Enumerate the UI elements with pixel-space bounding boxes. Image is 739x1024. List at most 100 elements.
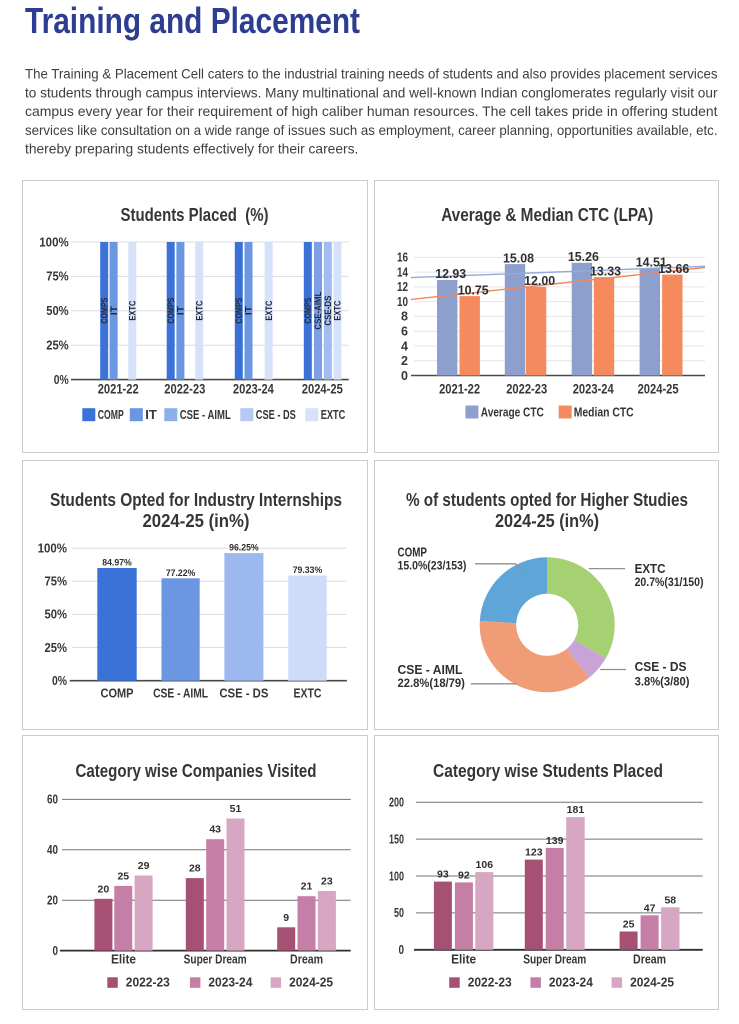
svg-text:106: 106 bbox=[476, 859, 494, 871]
svg-text:13.33: 13.33 bbox=[590, 264, 621, 278]
svg-text:0: 0 bbox=[53, 944, 59, 958]
svg-text:to students through campus int: to students through campus interviews. M… bbox=[25, 85, 718, 100]
svg-text:51: 51 bbox=[230, 803, 242, 815]
svg-text:10.75: 10.75 bbox=[458, 283, 489, 297]
svg-text:EXTC: EXTC bbox=[333, 300, 344, 320]
svg-text:Dream: Dream bbox=[290, 953, 323, 967]
svg-text:14: 14 bbox=[397, 265, 408, 279]
svg-text:12.00: 12.00 bbox=[524, 274, 555, 288]
svg-text:Students Opted for Industry In: Students Opted for Industry Internships bbox=[50, 489, 342, 510]
svg-text:58: 58 bbox=[664, 894, 676, 906]
svg-text:Elite: Elite bbox=[451, 953, 476, 967]
svg-text:75%: 75% bbox=[45, 575, 68, 589]
svg-text:3.8%(3/80): 3.8%(3/80) bbox=[635, 675, 690, 689]
svg-text:2024-25 (in%): 2024-25 (in%) bbox=[495, 510, 599, 531]
svg-text:% of students opted for Higher: % of students opted for Higher Studies bbox=[406, 489, 688, 510]
svg-text:14.51: 14.51 bbox=[636, 256, 667, 270]
svg-text:25%: 25% bbox=[46, 339, 69, 353]
svg-text:100: 100 bbox=[389, 869, 404, 883]
svg-text:services like consultation on: services like consultation on a wide ran… bbox=[25, 123, 718, 138]
svg-text:IT: IT bbox=[145, 407, 157, 422]
svg-text:8: 8 bbox=[401, 310, 408, 324]
svg-text:EXTC: EXTC bbox=[635, 561, 666, 576]
svg-text:6: 6 bbox=[401, 324, 408, 338]
svg-text:CSE - DS: CSE - DS bbox=[219, 686, 268, 701]
svg-text:CSE - AIML: CSE - AIML bbox=[153, 686, 208, 701]
svg-text:200: 200 bbox=[389, 796, 404, 810]
svg-text:CSE - DS: CSE - DS bbox=[256, 407, 296, 422]
svg-text:23: 23 bbox=[321, 876, 333, 888]
svg-text:25%: 25% bbox=[45, 641, 68, 655]
svg-text:Average & Median CTC (LPA): Average & Median CTC (LPA) bbox=[441, 204, 653, 225]
svg-text:EXTC: EXTC bbox=[128, 300, 139, 320]
svg-text:150: 150 bbox=[389, 832, 404, 846]
svg-text:0: 0 bbox=[401, 369, 408, 383]
svg-text:CSE - DS: CSE - DS bbox=[635, 659, 687, 674]
svg-text:50%: 50% bbox=[45, 608, 68, 622]
svg-text:Elite: Elite bbox=[111, 953, 136, 967]
svg-text:Students Placed (%): Students Placed (%) bbox=[121, 204, 269, 225]
svg-text:2024-25: 2024-25 bbox=[302, 382, 343, 397]
svg-text:43: 43 bbox=[209, 824, 221, 836]
svg-text:29: 29 bbox=[138, 860, 150, 872]
svg-text:2: 2 bbox=[401, 354, 408, 368]
svg-text:50: 50 bbox=[394, 906, 404, 920]
svg-text:IT: IT bbox=[244, 306, 255, 315]
svg-text:75%: 75% bbox=[46, 270, 69, 284]
svg-text:22.8%(18/79): 22.8%(18/79) bbox=[398, 676, 465, 690]
svg-text:2022-23: 2022-23 bbox=[468, 975, 512, 990]
svg-text:EXTC: EXTC bbox=[321, 407, 346, 422]
svg-text:139: 139 bbox=[546, 835, 564, 847]
svg-text:20.7%(31/150): 20.7%(31/150) bbox=[635, 575, 704, 589]
svg-text:IT: IT bbox=[109, 306, 120, 315]
svg-text:181: 181 bbox=[567, 804, 585, 816]
svg-text:100%: 100% bbox=[38, 541, 67, 555]
svg-text:Median CTC: Median CTC bbox=[574, 404, 634, 419]
svg-text:CSE - AIML: CSE - AIML bbox=[180, 407, 231, 422]
svg-text:2023-24: 2023-24 bbox=[233, 382, 274, 397]
svg-text:thereby preparing students eff: thereby preparing students effectively f… bbox=[25, 142, 358, 157]
svg-text:Category wise Students Placed: Category wise Students Placed bbox=[433, 760, 663, 781]
svg-text:COMPS: COMPS bbox=[166, 298, 177, 324]
svg-text:92: 92 bbox=[458, 869, 470, 881]
svg-text:96.25%: 96.25% bbox=[229, 543, 259, 554]
svg-text:COMPS: COMPS bbox=[99, 298, 110, 324]
svg-text:21: 21 bbox=[301, 881, 313, 893]
svg-text:10: 10 bbox=[397, 295, 408, 309]
svg-text:IT: IT bbox=[176, 306, 187, 315]
svg-text:28: 28 bbox=[189, 863, 201, 875]
svg-text:2022-23: 2022-23 bbox=[126, 975, 170, 990]
svg-text:12: 12 bbox=[397, 280, 408, 294]
svg-text:COMPS: COMPS bbox=[303, 298, 314, 324]
svg-text:123: 123 bbox=[525, 847, 543, 859]
svg-text:15.0%(23/153): 15.0%(23/153) bbox=[398, 559, 467, 573]
svg-text:25: 25 bbox=[117, 870, 129, 882]
svg-text:20: 20 bbox=[98, 883, 110, 895]
svg-text:77.22%: 77.22% bbox=[166, 568, 196, 579]
svg-text:The Training & Placement Cell: The Training & Placement Cell caters to … bbox=[25, 67, 718, 82]
svg-text:84.97%: 84.97% bbox=[102, 558, 132, 569]
svg-text:50%: 50% bbox=[46, 304, 69, 318]
svg-text:2024-25 (in%): 2024-25 (in%) bbox=[143, 510, 250, 531]
svg-text:0%: 0% bbox=[52, 674, 67, 688]
svg-text:CSE-AIML: CSE-AIML bbox=[313, 291, 324, 329]
svg-text:Average CTC: Average CTC bbox=[481, 404, 544, 419]
svg-text:EXTC: EXTC bbox=[264, 300, 275, 320]
svg-text:9: 9 bbox=[283, 912, 289, 924]
svg-text:15.26: 15.26 bbox=[568, 250, 599, 264]
svg-text:2023-24: 2023-24 bbox=[208, 975, 253, 990]
svg-text:2024-25: 2024-25 bbox=[289, 975, 333, 990]
svg-text:60: 60 bbox=[47, 793, 58, 807]
svg-text:16: 16 bbox=[397, 251, 408, 265]
svg-text:campus every year for their re: campus every year for their requirement … bbox=[25, 104, 718, 119]
svg-text:15.08: 15.08 bbox=[503, 251, 534, 265]
svg-text:2023-24: 2023-24 bbox=[549, 975, 594, 990]
svg-text:2023-24: 2023-24 bbox=[573, 382, 614, 397]
svg-text:EXTC: EXTC bbox=[194, 300, 205, 320]
svg-text:COMP: COMP bbox=[98, 407, 124, 422]
svg-text:2024-25: 2024-25 bbox=[630, 975, 674, 990]
svg-text:12.93: 12.93 bbox=[435, 267, 466, 281]
svg-text:EXTC: EXTC bbox=[293, 686, 321, 701]
svg-text:13.66: 13.66 bbox=[658, 262, 689, 276]
svg-text:0%: 0% bbox=[54, 373, 69, 387]
